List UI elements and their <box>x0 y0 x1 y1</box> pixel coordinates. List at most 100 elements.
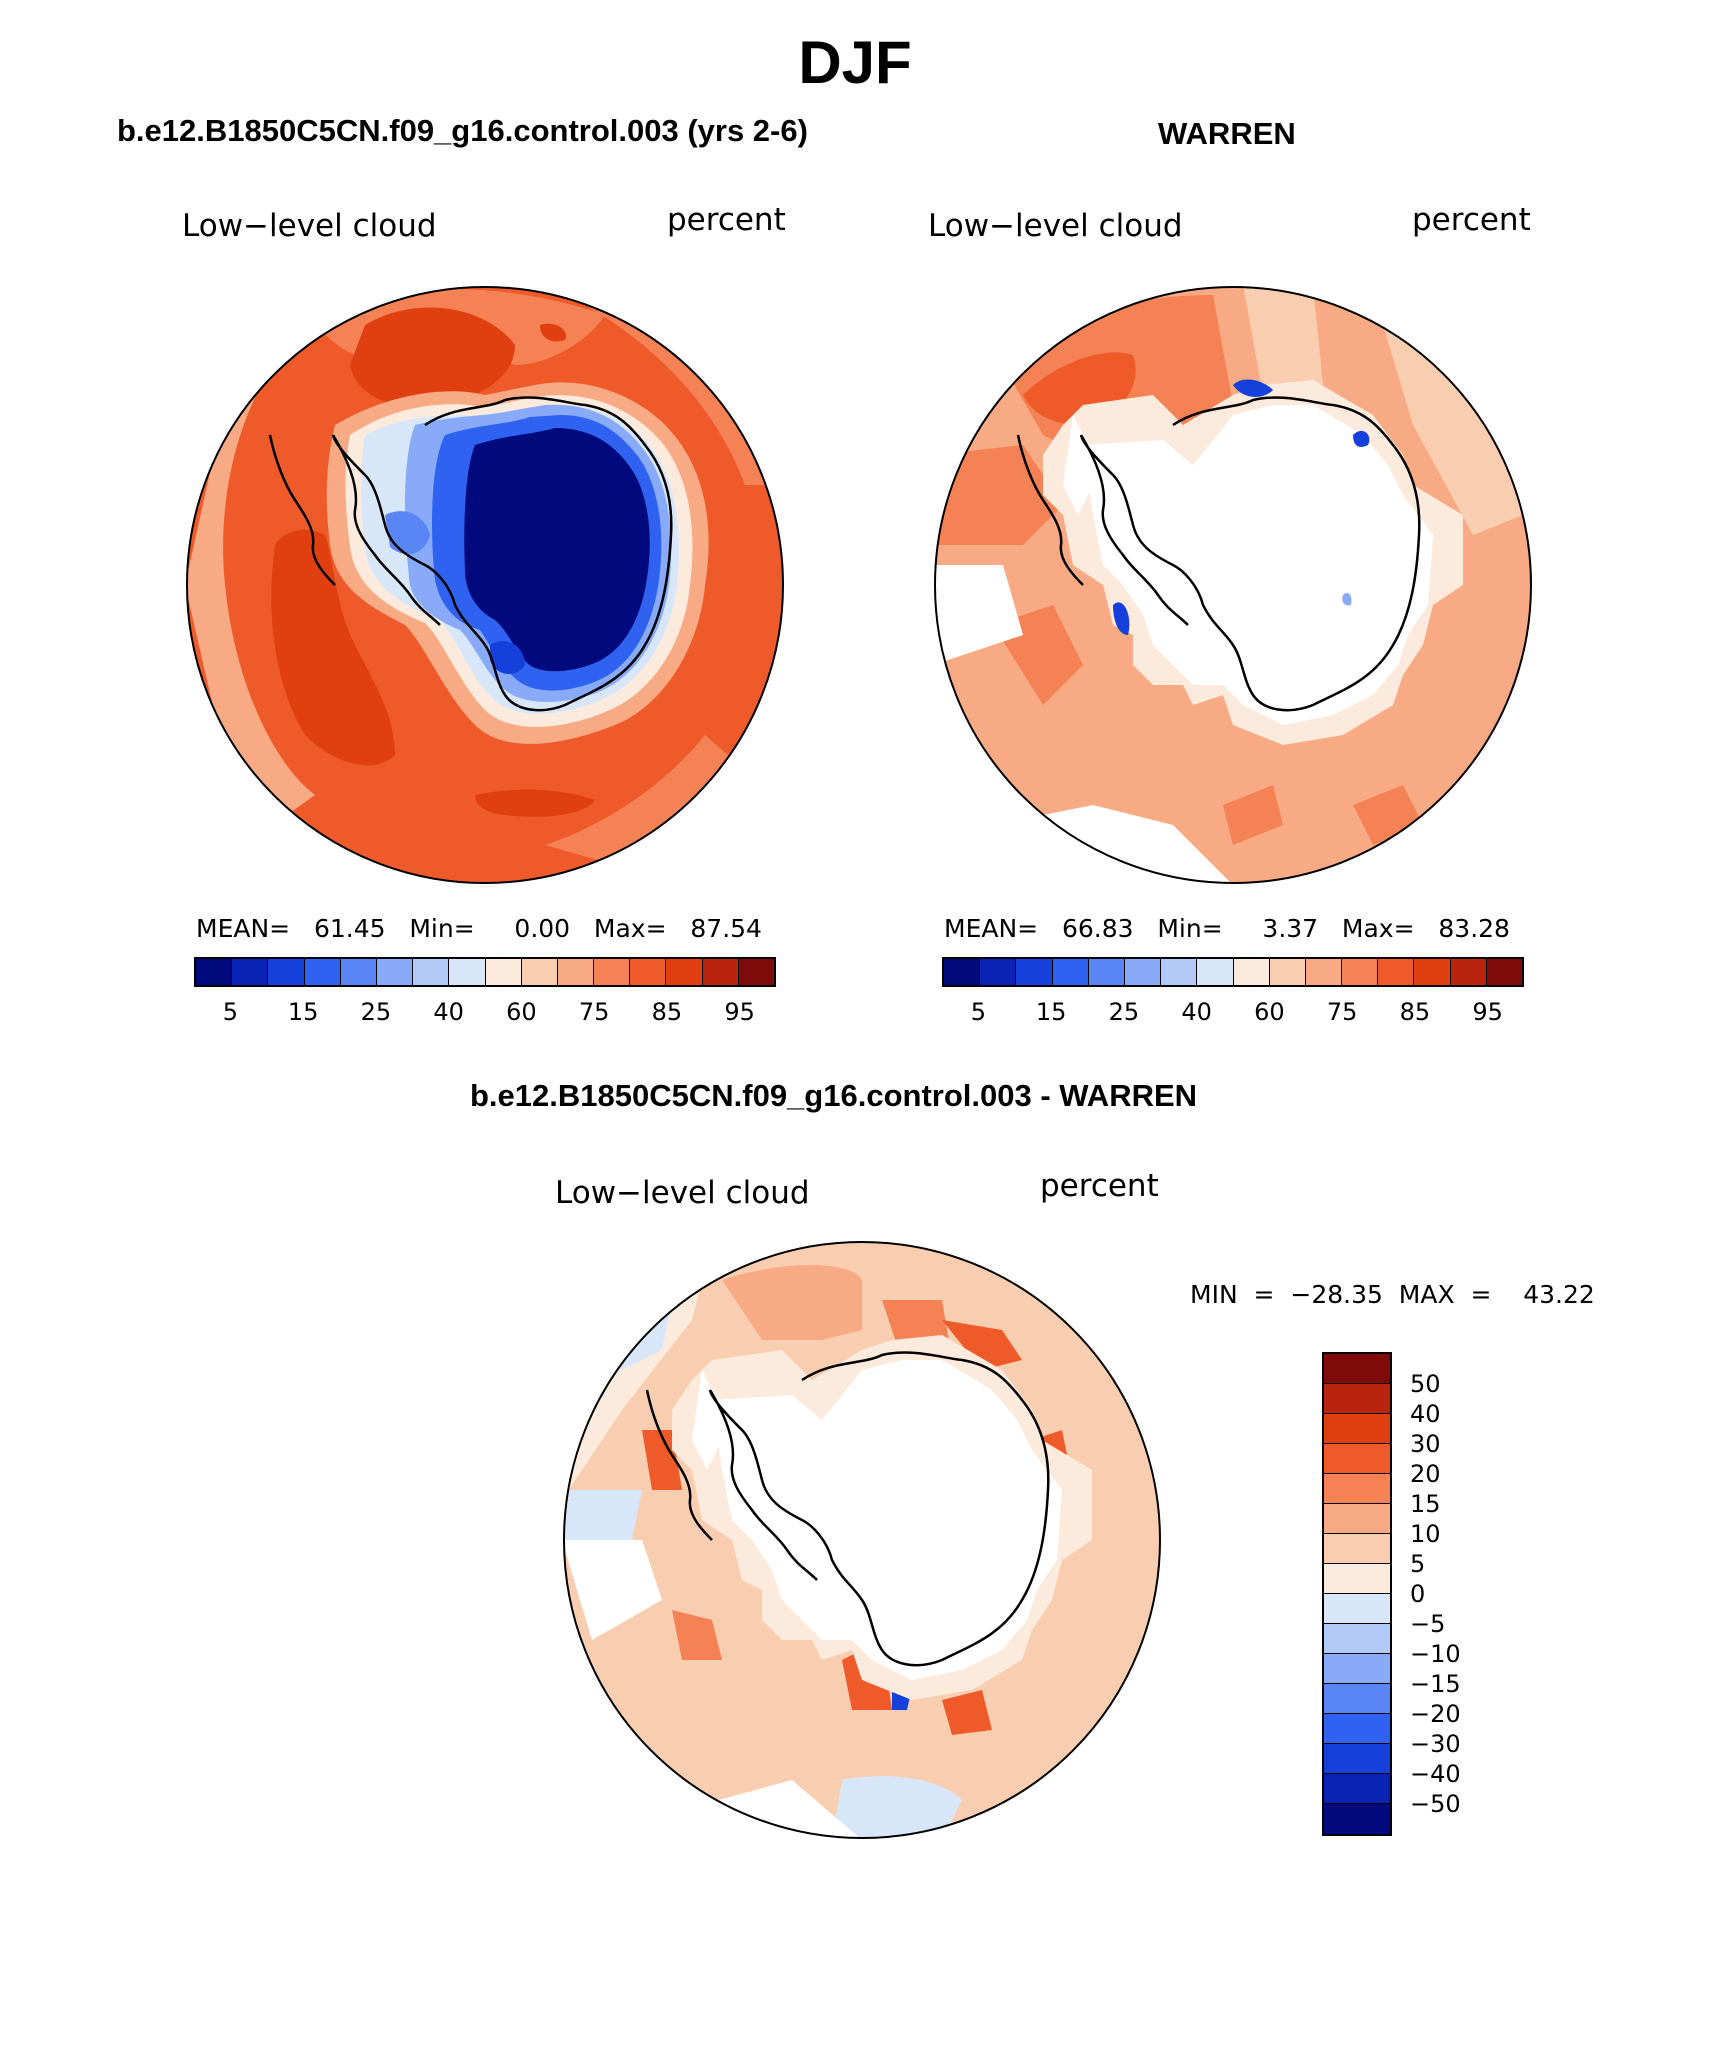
colorbar-tick-label: 85 <box>1399 998 1431 1026</box>
colorbar-tick-label: −50 <box>1410 1790 1461 1818</box>
colorbar-tick-label: −30 <box>1410 1730 1461 1758</box>
colorbar-swatch <box>1324 1624 1390 1654</box>
colorbar-swatch <box>1161 959 1198 985</box>
colorbar-tick-label: −15 <box>1410 1670 1461 1698</box>
right-colorbar <box>942 957 1524 987</box>
diff-panel-header: b.e12.B1850C5CN.f09_g16.control.003 - WA… <box>470 1078 1198 1113</box>
colorbar-swatch <box>268 959 305 985</box>
colorbar-swatch <box>521 959 558 985</box>
colorbar-swatch <box>1324 1744 1390 1774</box>
colorbar-swatch <box>1324 1354 1390 1384</box>
colorbar-swatch <box>1324 1774 1390 1804</box>
colorbar-swatch <box>1324 1804 1390 1834</box>
colorbar-tick-label: 0 <box>1410 1580 1426 1608</box>
colorbar-tick-label: 10 <box>1410 1520 1441 1548</box>
colorbar-swatch <box>413 959 450 985</box>
colorbar-tick-label: 15 <box>1410 1490 1441 1518</box>
colorbar-swatch <box>1414 959 1451 985</box>
colorbar-tick-label: 85 <box>651 998 683 1026</box>
right-polar-map <box>934 286 1532 884</box>
left-units-label: percent <box>667 202 786 238</box>
colorbar-tick-label: 15 <box>287 998 319 1026</box>
colorbar-swatch <box>1378 959 1415 985</box>
colorbar-swatch <box>376 959 414 985</box>
colorbar-swatch <box>702 959 739 985</box>
colorbar-swatch <box>666 959 703 985</box>
colorbar-swatch <box>1450 959 1487 985</box>
diff-stats: MIN = −28.35 MAX = 43.22 <box>1190 1280 1595 1309</box>
colorbar-tick-label: 15 <box>1035 998 1067 1026</box>
colorbar-swatch <box>1052 959 1089 985</box>
right-colorbar-labels: 5 15 25 40 60 75 85 95 <box>942 998 1524 1028</box>
colorbar-tick-label: −40 <box>1410 1760 1461 1788</box>
left-stats: MEAN= 61.45 Min= 0.00 Max= 87.54 <box>196 914 762 943</box>
left-panel-header: b.e12.B1850C5CN.f09_g16.control.003 (yrs… <box>117 113 808 148</box>
right-units-label: percent <box>1412 202 1531 238</box>
colorbar-tick-label: 75 <box>1326 998 1358 1026</box>
colorbar-tick-label: 25 <box>1108 998 1140 1026</box>
colorbar-swatch <box>1324 1504 1390 1534</box>
colorbar-tick-label: 95 <box>1472 998 1503 1026</box>
colorbar-swatch <box>1016 959 1053 985</box>
colorbar-swatch <box>1486 959 1522 985</box>
figure-title: DJF <box>798 29 912 96</box>
colorbar-swatch <box>449 959 486 985</box>
colorbar-swatch <box>1324 1684 1390 1714</box>
colorbar-tick-label: 60 <box>506 998 537 1026</box>
diff-colorbar <box>1322 1352 1392 1836</box>
colorbar-swatch <box>944 959 981 985</box>
colorbar-tick-label: 60 <box>1254 998 1285 1026</box>
left-field-label: Low−level cloud <box>182 208 437 244</box>
left-colorbar-labels: 5 15 25 40 60 75 85 95 <box>194 998 776 1028</box>
colorbar-tick-label: 5 <box>222 998 239 1026</box>
colorbar-swatch <box>980 959 1017 985</box>
colorbar-swatch <box>1324 1474 1390 1504</box>
colorbar-tick-label: 40 <box>1410 1400 1441 1428</box>
right-field-label: Low−level cloud <box>928 208 1183 244</box>
colorbar-tick-label: 25 <box>360 998 392 1026</box>
colorbar-swatch <box>1324 1564 1390 1594</box>
colorbar-tick-label: 30 <box>1410 1430 1441 1458</box>
colorbar-swatch <box>485 959 522 985</box>
colorbar-swatch <box>1324 1714 1390 1744</box>
diff-colorbar-labels: 50 40 30 20 15 10 5 0 −5 −10 −15 −20 −30 −40 −50 <box>1410 1352 1490 1836</box>
colorbar-swatch <box>1197 959 1234 985</box>
colorbar-swatch <box>1233 959 1270 985</box>
colorbar-tick-label: −20 <box>1410 1700 1461 1728</box>
colorbar-tick-label: 50 <box>1410 1370 1441 1398</box>
colorbar-tick-label: 75 <box>578 998 610 1026</box>
right-panel-header: WARREN <box>1158 116 1296 151</box>
left-colorbar <box>194 957 776 987</box>
colorbar-swatch <box>1324 1594 1390 1624</box>
colorbar-swatch <box>1324 1384 1390 1414</box>
colorbar-swatch <box>738 959 774 985</box>
colorbar-swatch <box>1342 959 1379 985</box>
diff-polar-map <box>563 1241 1161 1839</box>
colorbar-swatch <box>1269 959 1306 985</box>
colorbar-tick-label: 5 <box>970 998 987 1026</box>
left-polar-map <box>186 286 784 884</box>
colorbar-swatch <box>1324 1444 1390 1474</box>
colorbar-swatch <box>1324 1534 1390 1564</box>
right-stats: MEAN= 66.83 Min= 3.37 Max= 83.28 <box>944 914 1510 943</box>
colorbar-tick-label: 20 <box>1410 1460 1441 1488</box>
colorbar-swatch <box>304 959 341 985</box>
colorbar-swatch <box>196 959 233 985</box>
colorbar-swatch <box>340 959 377 985</box>
colorbar-swatch <box>630 959 667 985</box>
colorbar-swatch <box>1088 959 1125 985</box>
diff-field-label: Low−level cloud <box>555 1175 810 1211</box>
colorbar-tick-label: 40 <box>1181 998 1212 1026</box>
colorbar-swatch <box>1324 1654 1390 1684</box>
colorbar-swatch <box>1305 959 1343 985</box>
colorbar-tick-label: 40 <box>433 998 464 1026</box>
colorbar-swatch <box>557 959 595 985</box>
colorbar-swatch <box>232 959 269 985</box>
diff-units-label: percent <box>1040 1168 1159 1204</box>
colorbar-tick-label: 95 <box>724 998 755 1026</box>
colorbar-swatch <box>1124 959 1162 985</box>
colorbar-tick-label: −10 <box>1410 1640 1461 1668</box>
colorbar-tick-label: 5 <box>1410 1550 1426 1578</box>
colorbar-swatch <box>594 959 631 985</box>
colorbar-swatch <box>1324 1414 1390 1444</box>
